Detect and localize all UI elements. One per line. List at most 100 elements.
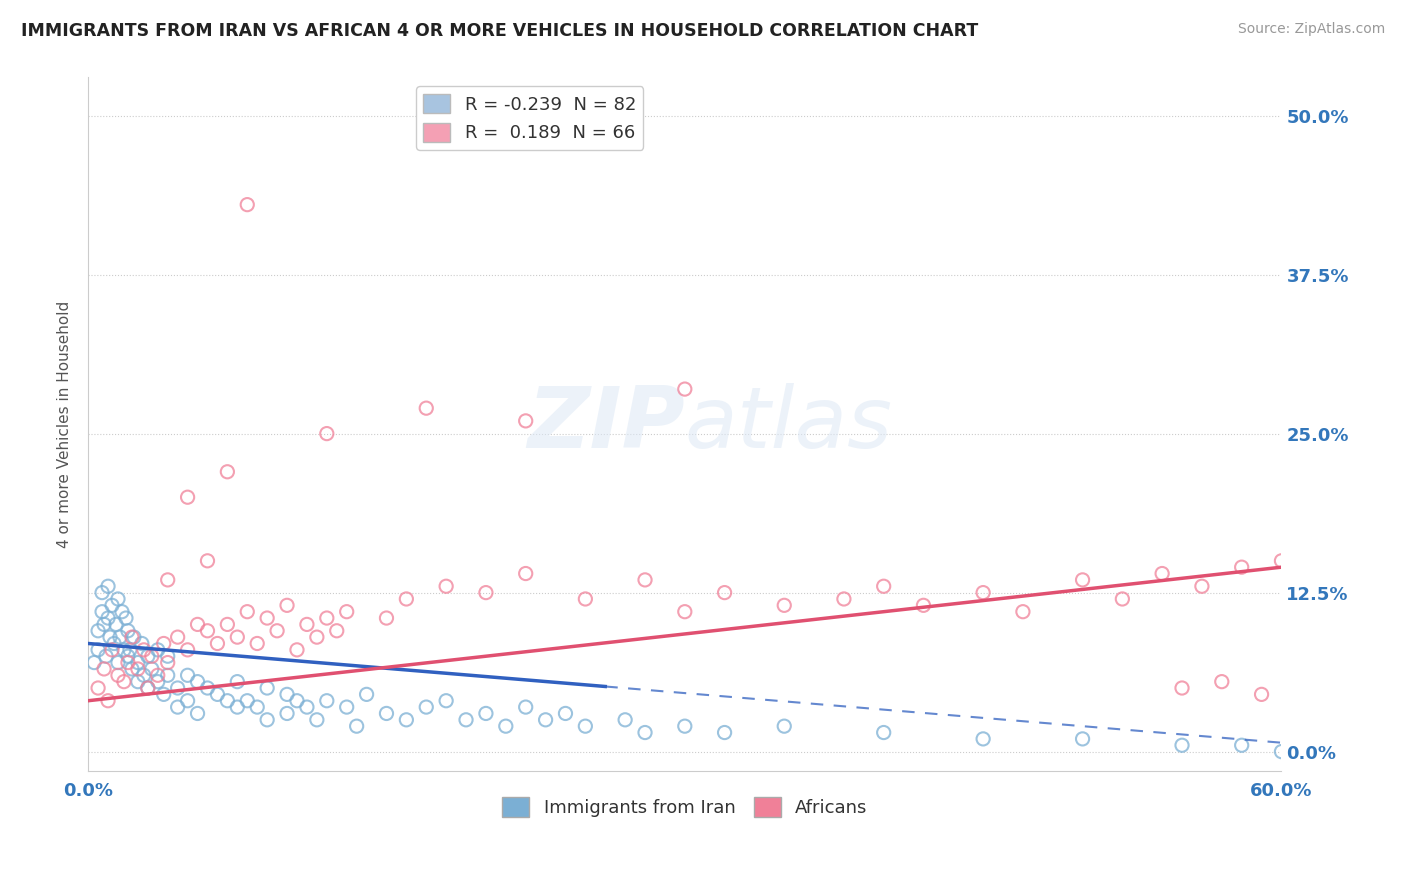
Point xyxy=(972,585,994,599)
Point xyxy=(1270,745,1292,759)
Point xyxy=(94,649,117,664)
Point xyxy=(83,656,105,670)
Point xyxy=(1250,687,1272,701)
Point xyxy=(634,573,657,587)
Point xyxy=(115,611,138,625)
Point xyxy=(97,579,120,593)
Point xyxy=(217,617,239,632)
Point xyxy=(315,611,337,625)
Point xyxy=(93,662,115,676)
Point xyxy=(176,643,198,657)
Point xyxy=(156,656,179,670)
Point xyxy=(186,706,208,721)
Point xyxy=(832,591,855,606)
Point xyxy=(554,706,576,721)
Point xyxy=(117,649,139,664)
Point xyxy=(111,605,134,619)
Point xyxy=(108,630,131,644)
Point xyxy=(97,611,120,625)
Point xyxy=(972,731,994,746)
Point xyxy=(315,694,337,708)
Point xyxy=(156,668,179,682)
Point xyxy=(574,719,596,733)
Point xyxy=(256,713,278,727)
Point xyxy=(176,668,198,682)
Point xyxy=(415,700,437,714)
Point xyxy=(236,605,259,619)
Point xyxy=(873,725,896,739)
Point xyxy=(146,674,169,689)
Point xyxy=(276,599,298,613)
Point xyxy=(107,591,129,606)
Point xyxy=(534,713,557,727)
Point xyxy=(276,706,298,721)
Point xyxy=(127,674,149,689)
Point xyxy=(326,624,349,638)
Point xyxy=(673,719,696,733)
Point xyxy=(152,687,174,701)
Point xyxy=(673,605,696,619)
Point xyxy=(1230,560,1253,574)
Point xyxy=(121,630,143,644)
Point xyxy=(475,585,498,599)
Point xyxy=(91,585,114,599)
Point xyxy=(121,662,143,676)
Point xyxy=(197,554,219,568)
Point xyxy=(217,465,239,479)
Point xyxy=(295,700,318,714)
Point xyxy=(276,687,298,701)
Point xyxy=(197,681,219,695)
Point xyxy=(112,674,135,689)
Point xyxy=(146,643,169,657)
Point xyxy=(197,624,219,638)
Point xyxy=(266,624,288,638)
Point xyxy=(176,490,198,504)
Point xyxy=(315,426,337,441)
Point xyxy=(1071,573,1094,587)
Point xyxy=(136,681,159,695)
Point xyxy=(1012,605,1035,619)
Point xyxy=(207,687,229,701)
Point xyxy=(375,611,398,625)
Point xyxy=(176,694,198,708)
Point xyxy=(336,605,359,619)
Point xyxy=(207,636,229,650)
Point xyxy=(217,694,239,708)
Legend: Immigrants from Iran, Africans: Immigrants from Iran, Africans xyxy=(495,789,875,824)
Point xyxy=(141,649,163,664)
Point xyxy=(285,643,308,657)
Point xyxy=(336,700,359,714)
Point xyxy=(136,681,159,695)
Point xyxy=(186,617,208,632)
Point xyxy=(101,599,124,613)
Point xyxy=(515,566,537,581)
Point xyxy=(495,719,517,733)
Point xyxy=(156,573,179,587)
Point xyxy=(93,617,115,632)
Point xyxy=(246,636,269,650)
Text: IMMIGRANTS FROM IRAN VS AFRICAN 4 OR MORE VEHICLES IN HOUSEHOLD CORRELATION CHAR: IMMIGRANTS FROM IRAN VS AFRICAN 4 OR MOR… xyxy=(21,22,979,40)
Point xyxy=(634,725,657,739)
Point xyxy=(395,591,418,606)
Point xyxy=(912,599,935,613)
Point xyxy=(141,662,163,676)
Point xyxy=(574,591,596,606)
Point xyxy=(112,643,135,657)
Point xyxy=(132,643,155,657)
Point xyxy=(395,713,418,727)
Point xyxy=(236,694,259,708)
Point xyxy=(713,725,735,739)
Point xyxy=(1111,591,1133,606)
Point xyxy=(285,694,308,708)
Point xyxy=(107,668,129,682)
Point xyxy=(256,681,278,695)
Point xyxy=(226,674,249,689)
Point xyxy=(91,605,114,619)
Point xyxy=(101,643,124,657)
Point xyxy=(132,668,155,682)
Point xyxy=(117,656,139,670)
Point xyxy=(166,700,188,714)
Point xyxy=(614,713,637,727)
Point xyxy=(1171,738,1194,752)
Text: atlas: atlas xyxy=(685,383,893,466)
